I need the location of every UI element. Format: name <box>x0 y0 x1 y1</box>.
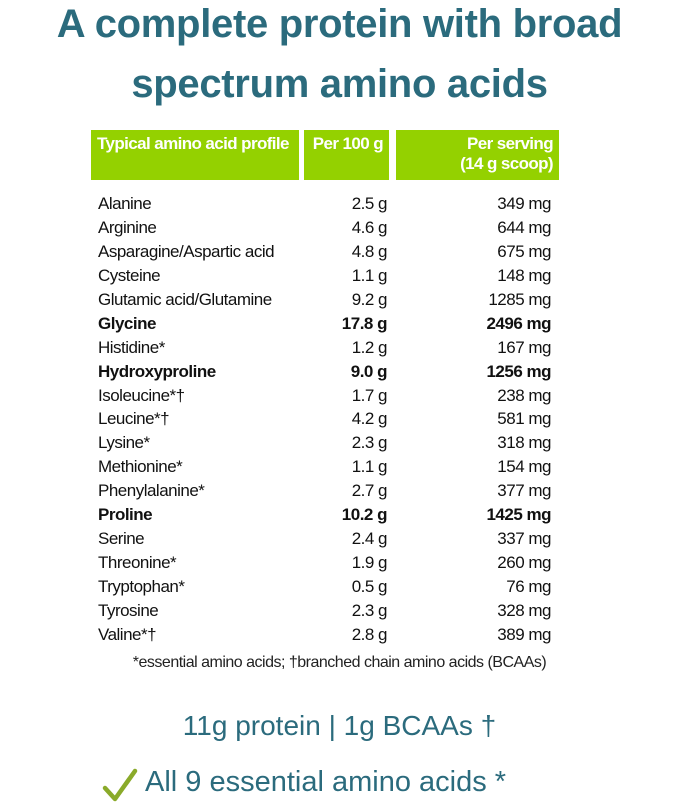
per-100g-value: 17.8 g <box>341 313 388 333</box>
amino-acid-name: Histidine* <box>98 337 165 357</box>
per-serving-value: 1285 mg <box>488 289 551 309</box>
per-serving-value: 644 mg <box>497 217 551 237</box>
per-serving-value: 1256 mg <box>486 361 551 381</box>
per-100g-value: 2.5 g <box>351 194 388 213</box>
per-100g-value: 1.1 g <box>351 265 388 285</box>
per-serving-value: 238 mg <box>497 385 551 405</box>
table-row: Tyrosine 2.3 g 328 mg <box>0 599 679 623</box>
header-per-serving: Per serving (14 g scoop) <box>396 130 559 180</box>
checkmark-icon <box>102 768 138 802</box>
amino-acid-name: Glutamic acid/Glutamine <box>98 289 272 309</box>
protein-summary: 11g protein | 1g BCAAs † <box>182 710 497 741</box>
per-serving-value: 337 mg <box>497 529 551 549</box>
amino-acid-name: Tyrosine <box>98 600 159 620</box>
per-100g-value: 9.0 g <box>350 361 388 381</box>
per-100g-value: 10.2 g <box>341 505 388 525</box>
table-row: Serine 2.4 g 337 mg <box>0 527 679 551</box>
per-serving-value: 581 mg <box>497 409 551 429</box>
header-per-100g: Per 100 g <box>304 130 389 180</box>
per-100g-value: 2.7 g <box>351 481 388 501</box>
essential-summary: All 9 essential amino acids * <box>145 766 507 798</box>
footnote: *essential amino acids; †branched chain … <box>132 654 547 671</box>
per-serving-value: 2496 mg <box>486 313 551 333</box>
table-row: Glutamic acid/Glutamine 9.2 g 1285 mg <box>0 288 679 312</box>
amino-acid-name: Arginine <box>98 217 157 237</box>
per-serving-value: 328 mg <box>497 600 551 620</box>
table-row: Leucine*† 4.2 g 581 mg <box>0 407 679 431</box>
per-100g-value: 9.2 g <box>351 289 388 309</box>
header-per-serving-line1: Per serving <box>466 134 554 153</box>
table-row: Arginine 4.6 g 644 mg <box>0 216 679 240</box>
amino-acid-name: Valine*† <box>98 624 157 644</box>
amino-acid-name: Threonine* <box>98 553 177 573</box>
amino-acid-name: Proline <box>98 505 153 525</box>
per-100g-value: 2.3 g <box>351 600 388 620</box>
amino-acid-name: Hydroxyproline <box>98 361 216 381</box>
headline-line-2: spectrum amino acids <box>131 62 548 106</box>
amino-acid-table: Alanine 2.5 g 349 mg Arginine 4.6 g 644 mg Asp… <box>0 192 679 647</box>
amino-acid-name: Cysteine <box>98 265 161 285</box>
amino-acid-name: Phenylalanine* <box>98 481 205 501</box>
per-serving-value: 389 mg <box>497 624 551 644</box>
per-serving-value: 675 mg <box>497 241 551 261</box>
per-serving-value: 1425 mg <box>486 505 551 525</box>
header-per-serving-line2: (14 g scoop) <box>460 154 554 173</box>
per-100g-value: 4.8 g <box>351 241 388 261</box>
headline-line-1: A complete protein with broad <box>56 2 623 46</box>
amino-acid-name: Leucine*† <box>98 409 170 429</box>
per-100g-value: 2.4 g <box>351 529 388 549</box>
table-row: Proline 10.2 g 1425 mg <box>0 503 679 527</box>
per-serving-value: 260 mg <box>497 553 551 573</box>
table-row: Tryptophan* 0.5 g 76 mg <box>0 575 679 599</box>
per-serving-value: 76 mg <box>506 577 551 596</box>
table-row: Threonine* 1.9 g 260 mg <box>0 551 679 575</box>
per-100g-value: 4.6 g <box>351 217 388 237</box>
table-row: Phenylalanine* 2.7 g 377 mg <box>0 479 679 503</box>
per-100g-value: 1.1 g <box>351 457 388 477</box>
table-row: Methionine* 1.1 g 154 mg <box>0 455 679 479</box>
amino-acid-name: Alanine <box>98 194 152 213</box>
per-serving-value: 167 mg <box>497 337 551 357</box>
table-row: Histidine* 1.2 g 167 mg <box>0 336 679 360</box>
per-100g-value: 2.3 g <box>351 433 388 453</box>
table-row: Asparagine/Aspartic acid 4.8 g 675 mg <box>0 240 679 264</box>
per-serving-value: 154 mg <box>497 457 551 477</box>
per-serving-value: 148 mg <box>497 265 551 285</box>
amino-acid-name: Tryptophan* <box>98 577 185 596</box>
amino-acid-name: Serine <box>98 529 145 549</box>
headline: A complete protein with broad spectrum a… <box>0 0 679 114</box>
per-100g-value: 1.9 g <box>351 553 388 573</box>
per-serving-value: 349 mg <box>497 194 551 213</box>
amino-acid-name: Asparagine/Aspartic acid <box>98 241 275 261</box>
amino-acid-name: Methionine* <box>98 457 183 477</box>
amino-acid-name: Glycine <box>98 313 156 333</box>
amino-acid-name: Isoleucine*† <box>98 385 185 405</box>
per-100g-value: 0.5 g <box>351 577 388 596</box>
per-serving-value: 318 mg <box>497 433 551 453</box>
per-100g-value: 1.2 g <box>351 337 388 357</box>
per-100g-value: 2.8 g <box>351 624 388 644</box>
per-100g-value: 4.2 g <box>351 409 388 429</box>
table-row: Glycine 17.8 g 2496 mg <box>0 312 679 336</box>
header-profile: Typical amino acid profile <box>91 130 299 180</box>
per-serving-value: 377 mg <box>497 481 551 501</box>
table-row: Isoleucine*† 1.7 g 238 mg <box>0 384 679 408</box>
table-row: Hydroxyproline 9.0 g 1256 mg <box>0 360 679 384</box>
amino-acid-name: Lysine* <box>98 433 150 453</box>
table-row: Valine*† 2.8 g 389 mg <box>0 623 679 647</box>
table-row: Lysine* 2.3 g 318 mg <box>0 431 679 455</box>
table-row: Cysteine 1.1 g 148 mg <box>0 264 679 288</box>
table-row: Alanine 2.5 g 349 mg <box>0 192 679 216</box>
per-100g-value: 1.7 g <box>351 385 388 405</box>
